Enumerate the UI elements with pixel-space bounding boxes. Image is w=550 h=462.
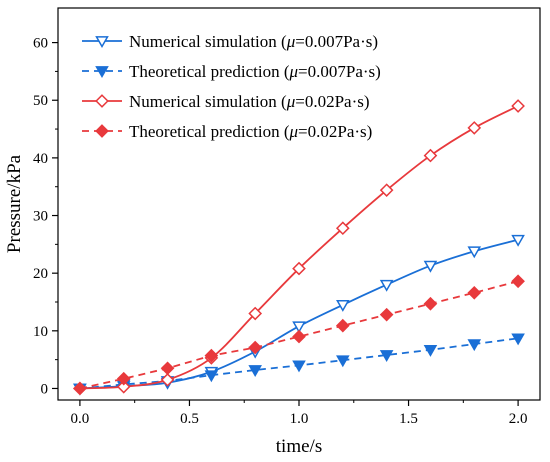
data-point [204, 370, 219, 383]
y-tick-label: 30 [33, 209, 48, 225]
data-point [116, 371, 131, 386]
legend-label-suffix: =0.02Pa·s) [298, 122, 372, 141]
x-tick-label: 1.5 [399, 411, 418, 427]
legend-label-mu: μ [286, 92, 296, 111]
data-point [379, 307, 394, 322]
legend-label: Numerical simulation (μ=0.007Pa·s) [129, 32, 378, 51]
data-point [292, 321, 306, 334]
data-point [292, 261, 306, 276]
legend-marker [95, 124, 109, 138]
data-point [160, 361, 175, 376]
y-tick-label: 0 [41, 381, 49, 397]
legend-marker [95, 66, 109, 79]
y-axis-label: Pressure/kPa [4, 154, 25, 253]
legend-label-mu: μ [286, 32, 296, 51]
legend-marker [95, 94, 109, 108]
legend-entry-3: Numerical simulation (μ=0.02Pa·s) [82, 92, 370, 111]
x-axis-label: time/s [276, 436, 322, 457]
data-point [248, 365, 262, 378]
data-point [423, 148, 438, 163]
legend-label-suffix: =0.007Pa·s) [295, 32, 378, 51]
data-point [379, 183, 394, 198]
data-point [379, 350, 394, 363]
x-tick-label: 1.0 [290, 411, 309, 427]
legend-label-prefix: Theoretical prediction ( [129, 122, 290, 141]
legend-label: Numerical simulation (μ=0.02Pa·s) [129, 92, 370, 111]
y-tick-label: 10 [33, 324, 48, 340]
legend-label-prefix: Numerical simulation ( [129, 92, 287, 111]
legend-label: Theoretical prediction (μ=0.02Pa·s) [129, 122, 372, 141]
data-point [423, 260, 438, 273]
y-tick-label: 40 [33, 151, 48, 167]
x-tick-label: 0.5 [180, 411, 199, 427]
data-point [204, 348, 219, 363]
data-point [511, 333, 525, 346]
data-point [292, 360, 306, 373]
data-point [336, 355, 350, 368]
legend-label-prefix: Theoretical prediction ( [129, 62, 290, 81]
legend-label-mu: μ [288, 122, 298, 141]
data-point [467, 285, 482, 300]
legend-entry-2: Theoretical prediction (μ=0.007Pa·s) [82, 62, 381, 81]
y-tick-label: 20 [33, 266, 48, 282]
series-layer [73, 99, 525, 396]
legend-label: Theoretical prediction (μ=0.007Pa·s) [129, 62, 381, 81]
legend-entry-1: Numerical simulation (μ=0.007Pa·s) [82, 32, 378, 51]
data-point [248, 340, 263, 355]
legend-label-suffix: =0.02Pa·s) [295, 92, 369, 111]
data-point [467, 121, 482, 135]
data-point [335, 318, 350, 333]
data-point [292, 329, 306, 344]
series-line [79, 280, 519, 390]
legend: Numerical simulation (μ=0.007Pa·s)Theore… [82, 32, 381, 141]
data-point [335, 221, 350, 236]
series-4 [73, 274, 525, 396]
series-3 [73, 99, 525, 396]
legend-label-prefix: Numerical simulation ( [129, 32, 287, 51]
legend-label-mu: μ [288, 62, 298, 81]
data-point [160, 372, 175, 387]
data-point [511, 274, 525, 289]
data-point [73, 381, 87, 396]
data-point [511, 99, 525, 113]
data-point [467, 339, 482, 352]
y-tick-label: 60 [33, 36, 48, 52]
data-point [467, 246, 482, 259]
data-point [511, 234, 525, 247]
axes: 0.0 0.5 1.0 1.5 2.0 0 10 20 30 40 50 60 [33, 7, 541, 427]
data-point [336, 300, 350, 312]
data-point [423, 296, 438, 311]
data-point [248, 306, 263, 321]
data-point [423, 344, 438, 357]
legend-entry-4: Theoretical prediction (μ=0.02Pa·s) [82, 122, 372, 141]
x-tick-label: 0.0 [71, 411, 90, 427]
data-point [379, 279, 394, 292]
y-tick-label: 50 [33, 93, 48, 109]
data-point [116, 379, 131, 394]
x-tick-label: 2.0 [509, 411, 528, 427]
legend-label-suffix: =0.007Pa·s) [298, 62, 381, 81]
legend-marker [95, 36, 109, 49]
